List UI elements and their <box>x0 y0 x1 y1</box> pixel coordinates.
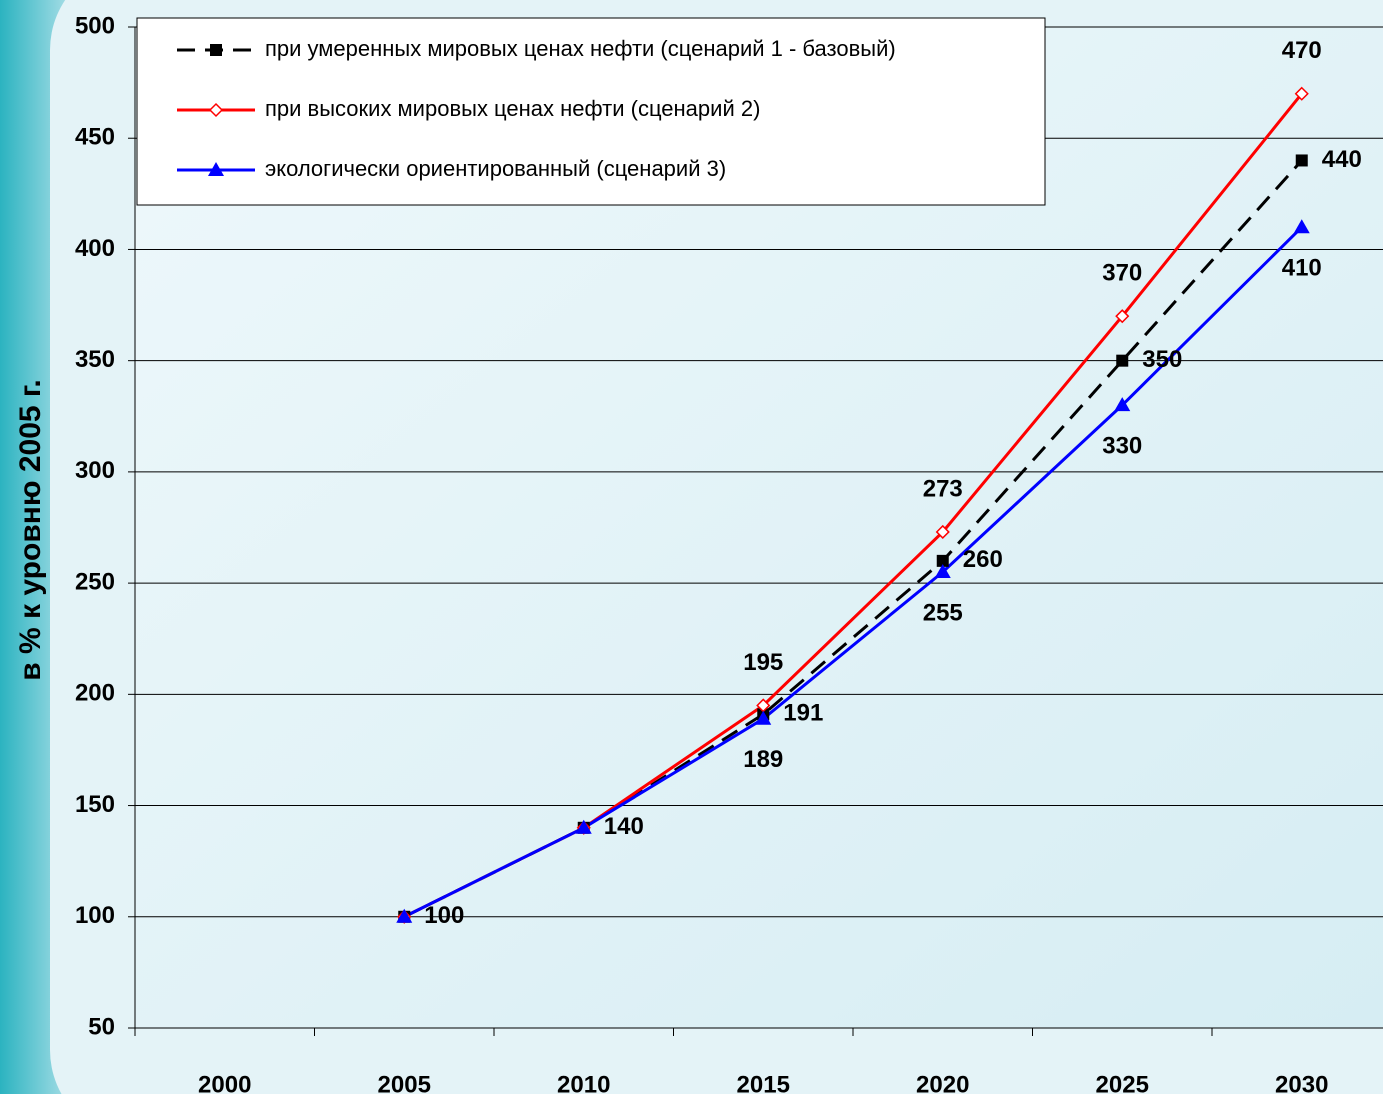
y-tick-label: 450 <box>75 124 115 151</box>
data-point <box>396 908 413 923</box>
x-tick-label: 2030 <box>1275 1071 1328 1094</box>
data-label: 273 <box>923 475 963 502</box>
y-tick-label: 50 <box>88 1013 115 1040</box>
data-label: 100 <box>424 902 464 929</box>
data-point <box>936 554 949 567</box>
y-tick-label: 150 <box>75 791 115 818</box>
data-label: 370 <box>1102 260 1142 287</box>
y-tick-label: 500 <box>75 12 115 39</box>
x-tick-label: 2000 <box>198 1071 251 1094</box>
legend-marker <box>208 162 224 176</box>
data-point <box>575 819 592 834</box>
data-label: 189 <box>743 746 783 773</box>
data-point <box>935 524 950 540</box>
data-label: 350 <box>1142 346 1182 373</box>
y-tick-label: 300 <box>75 457 115 484</box>
data-label: 255 <box>923 599 963 626</box>
x-tick-label: 2010 <box>557 1071 610 1094</box>
series-line <box>403 159 1303 919</box>
data-label: 330 <box>1102 432 1142 459</box>
data-point <box>1294 86 1309 101</box>
y-axis-label: в % к уровню 2005 г. <box>14 379 47 681</box>
x-tick-label: 2025 <box>1096 1071 1149 1094</box>
data-point <box>1115 309 1130 324</box>
legend-label: при умеренных мировых ценах нефти (сцена… <box>265 36 896 61</box>
data-point <box>1295 154 1308 167</box>
y-tick-label: 200 <box>75 680 115 707</box>
data-label: 140 <box>604 813 644 840</box>
y-tick-label: 350 <box>75 346 115 373</box>
data-label: 191 <box>783 700 823 727</box>
data-label: 440 <box>1322 146 1362 173</box>
data-point <box>1114 397 1131 412</box>
data-label: 195 <box>743 649 783 676</box>
series-line <box>403 226 1303 919</box>
data-label: 260 <box>963 546 1003 573</box>
legend-marker <box>210 44 222 56</box>
data-point <box>755 710 772 725</box>
x-tick-label: 2020 <box>916 1071 969 1094</box>
x-tick-label: 2015 <box>737 1071 790 1094</box>
data-point <box>934 563 951 578</box>
data-point <box>1293 219 1310 234</box>
legend-marker <box>208 102 224 118</box>
data-point <box>1116 354 1129 367</box>
data-label: 470 <box>1282 37 1322 64</box>
y-tick-label: 250 <box>75 568 115 595</box>
legend-label: экологически ориентированный (сценарий 3… <box>265 156 726 181</box>
x-tick-label: 2005 <box>378 1071 431 1094</box>
data-label: 410 <box>1282 255 1322 282</box>
legend <box>136 17 1046 206</box>
y-tick-label: 400 <box>75 235 115 262</box>
y-tick-label: 100 <box>75 902 115 929</box>
legend-label: при высоких мировых ценах нефти (сценари… <box>265 96 760 121</box>
